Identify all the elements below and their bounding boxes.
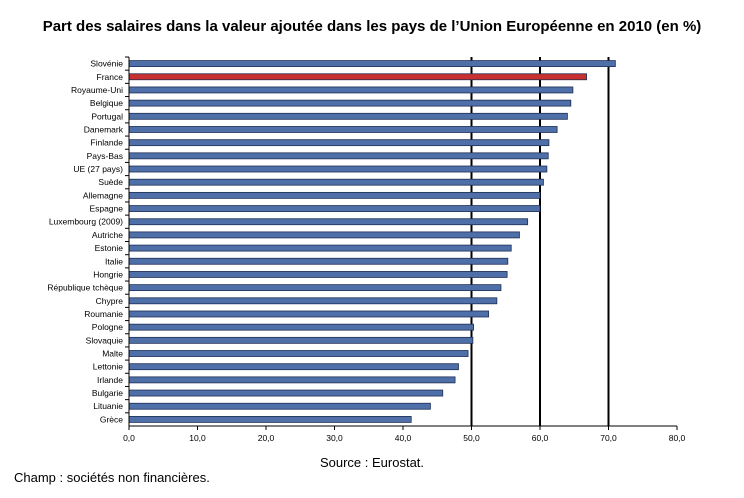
x-tick-label-1: 10,0 (189, 433, 206, 443)
chart-title: Part des salaires dans la valeur ajoutée… (42, 18, 702, 35)
category-label-25: Bulgarie (92, 388, 123, 398)
x-tick-label-2: 20,0 (258, 433, 275, 443)
bar-1 (128, 73, 587, 81)
bar-21 (128, 336, 474, 344)
x-tick-label-3: 30,0 (326, 433, 343, 443)
bar-23 (128, 363, 459, 371)
bar-0 (128, 60, 616, 67)
bar-19 (128, 310, 490, 318)
category-label-10: Allemagne (83, 190, 123, 200)
category-label-20: Pologne (92, 322, 123, 332)
category-label-16: Hongrie (93, 269, 123, 279)
bar-12 (128, 218, 529, 226)
category-label-2: Royaume-Uni (71, 85, 123, 95)
category-label-3: Belgique (90, 98, 123, 108)
x-tick-label-8: 80,0 (669, 433, 686, 443)
category-label-14: Estonie (95, 243, 124, 253)
bar-13 (128, 231, 520, 239)
bar-chart: Slovénie France Royaume-Uni Belgique Portuga… (47, 56, 686, 443)
category-label-27: Grèce (100, 414, 123, 424)
bar-8 (128, 165, 548, 173)
bar-27 (128, 416, 412, 423)
bar-3 (128, 99, 572, 107)
bar-4 (128, 112, 568, 120)
category-label-15: Italie (105, 256, 123, 266)
category-label-9: Suède (98, 177, 123, 187)
category-label-13: Autriche (92, 230, 123, 240)
labels-layer: Slovénie France Royaume-Uni Belgique Portuga… (47, 59, 685, 443)
category-label-8: UE (27 pays) (73, 164, 123, 174)
bars-layer (128, 60, 616, 423)
bar-10 (128, 191, 541, 199)
bar-9 (128, 178, 544, 186)
bar-14 (128, 244, 512, 252)
bar-6 (128, 139, 550, 147)
bar-18 (128, 297, 498, 305)
bar-20 (128, 323, 474, 331)
category-label-5: Danemark (84, 124, 124, 134)
source-note: Source : Eurostat. (319, 455, 425, 470)
category-label-24: Irlande (97, 375, 123, 385)
x-tick-label-5: 50,0 (463, 433, 480, 443)
bar-11 (128, 205, 541, 212)
bar-16 (128, 271, 508, 278)
bar-7 (128, 152, 549, 160)
bar-2 (128, 86, 574, 94)
category-label-7: Pays-Bas (87, 151, 123, 161)
category-label-22: Malte (102, 349, 123, 359)
category-label-0: Slovénie (90, 59, 123, 69)
category-label-12: Luxembourg (2009) (49, 217, 123, 227)
bar-17 (128, 284, 502, 292)
category-label-23: Lettonie (93, 362, 124, 372)
scope-note: Champ : sociétés non financières. (14, 470, 210, 485)
x-tick-label-7: 70,0 (600, 433, 617, 443)
bar-5 (128, 126, 558, 133)
category-label-17: République tchèque (47, 283, 123, 293)
bar-22 (128, 350, 469, 357)
bar-15 (128, 257, 509, 265)
bar-24 (128, 376, 456, 384)
category-label-4: Portugal (91, 111, 123, 121)
bar-25 (128, 389, 444, 397)
category-label-1: France (97, 72, 124, 82)
grid-layer (470, 57, 610, 426)
category-label-26: Lituanie (93, 401, 123, 411)
x-tick-label-0: 0,0 (123, 433, 135, 443)
category-label-21: Slovaquie (86, 335, 124, 345)
x-tick-label-4: 40,0 (395, 433, 412, 443)
bar-26 (128, 402, 431, 410)
x-tick-label-6: 60,0 (532, 433, 549, 443)
category-label-6: Finlande (90, 138, 123, 148)
category-label-18: Chypre (96, 296, 124, 306)
axis-layer (125, 56, 678, 430)
category-label-19: Roumanie (84, 309, 123, 319)
category-label-11: Espagne (89, 204, 123, 214)
